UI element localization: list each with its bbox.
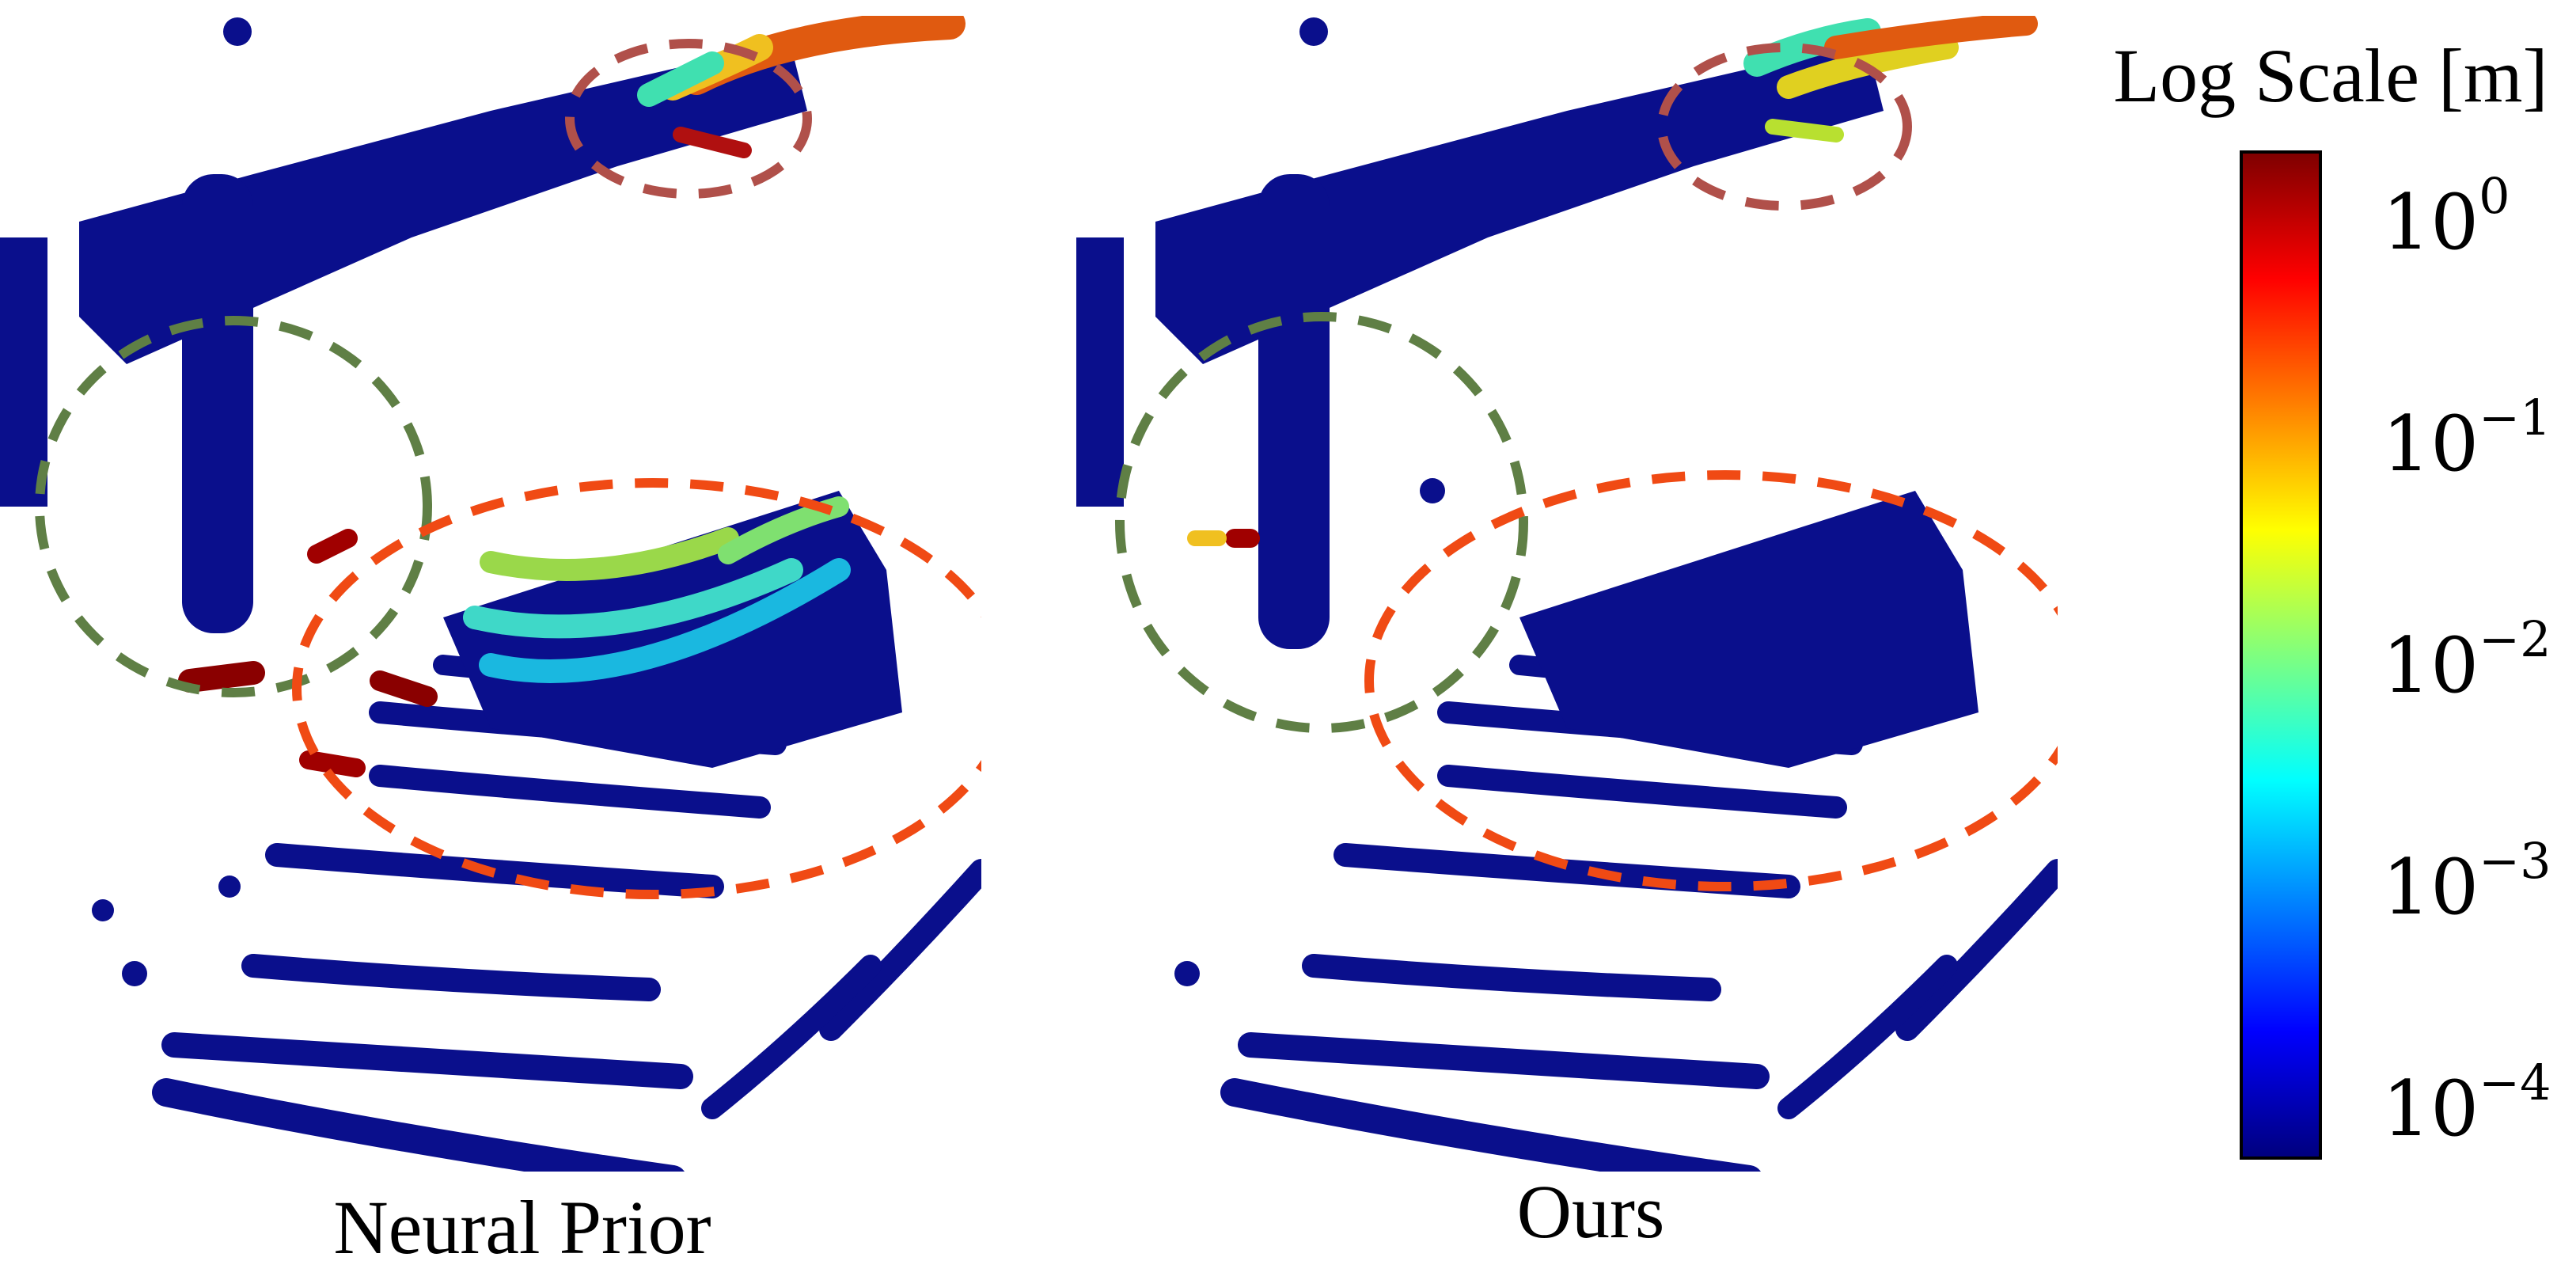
caption-ours: Ours: [1516, 1169, 1665, 1254]
neural-prior-point-cloud: [0, 16, 981, 1172]
colorbar-tick-label: 10−3: [2382, 832, 2551, 932]
ours-point-cloud: [1076, 16, 2058, 1172]
structure-points: [1076, 17, 1978, 986]
annotation-circles: [1115, 43, 2058, 891]
colorbar-tick-label: 100: [2382, 167, 2510, 267]
colorbar-title: Log Scale [m]: [2113, 33, 2548, 118]
colorbar: [2240, 150, 2322, 1160]
colorbar-tick-label: 10−2: [2382, 610, 2551, 710]
caption-neural-prior: Neural Prior: [333, 1185, 711, 1270]
annotation-circles: [35, 39, 981, 899]
colorbar-tick-label: 10−1: [2382, 389, 2551, 488]
colorbar-tick-label: 10−4: [2382, 1054, 2551, 1153]
structure-points: [0, 17, 902, 986]
